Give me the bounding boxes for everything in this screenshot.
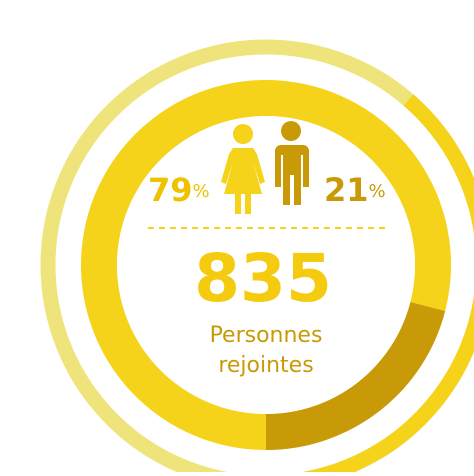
outer-ring-bright: [298, 94, 474, 476]
total-label: Personnes: [210, 323, 323, 348]
donut-segment: [81, 80, 451, 450]
donut-segment: [265, 301, 446, 450]
woman-head: [233, 124, 253, 144]
women-value: 79: [148, 171, 193, 209]
woman-body: [221, 148, 265, 214]
man-head: [281, 121, 301, 141]
women-percent: 79%: [148, 171, 210, 209]
total-label: rejointes: [218, 353, 313, 378]
outer-ring: [40, 39, 474, 476]
man-icon: [275, 121, 309, 205]
center-disc: [117, 116, 415, 414]
man-body: [275, 145, 309, 205]
outer-ring-light: [40, 39, 474, 476]
percent-sign: %: [369, 181, 386, 202]
woman-icon: [221, 124, 265, 214]
donut: [81, 80, 451, 450]
percent-sign: %: [193, 181, 210, 202]
total: 835: [194, 240, 332, 317]
men-value: 21: [324, 171, 369, 209]
men-percent: 21%: [324, 171, 386, 209]
